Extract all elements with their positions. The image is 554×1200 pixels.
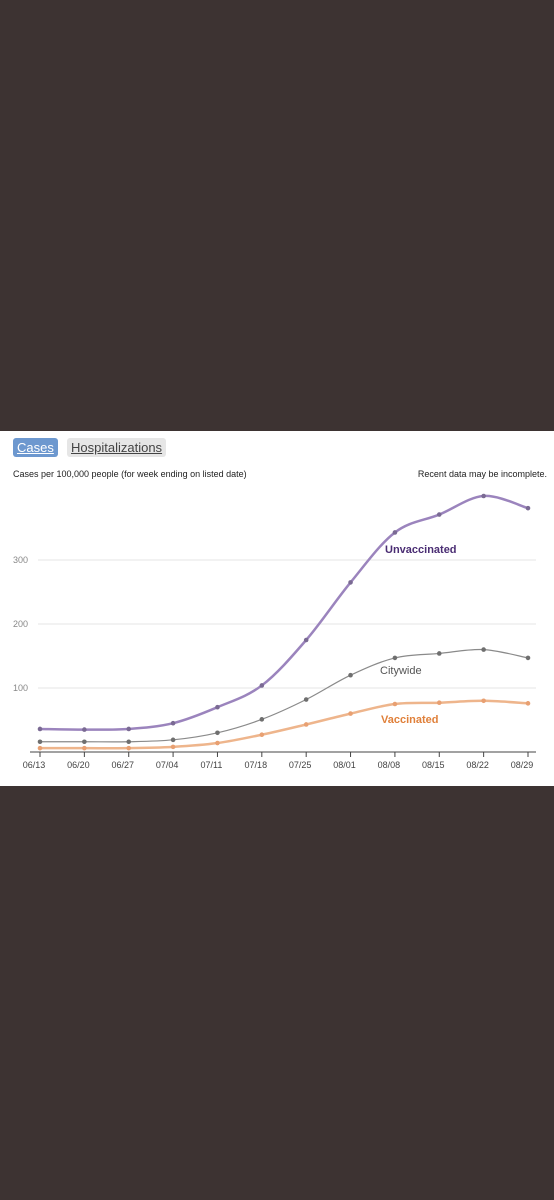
data-point-citywide <box>259 717 265 722</box>
incomplete-data-note: Recent data may be incomplete. <box>417 469 547 479</box>
data-point-citywide <box>82 739 87 745</box>
series-label-citywide: Citywide <box>380 665 422 677</box>
data-point-unvaccinated <box>392 530 398 535</box>
x-tick-label: 08/01 <box>333 760 356 770</box>
line-chart: 100 200 300 06/13 06/20 06/27 07/04 07/11 07/18 0… <box>13 493 536 770</box>
y-tick-label: 200 <box>13 619 28 629</box>
x-tick-label: 08/15 <box>422 760 445 770</box>
data-point-citywide <box>436 651 442 656</box>
data-point-unvaccinated <box>436 512 442 517</box>
data-point-unvaccinated <box>525 505 531 511</box>
y-tick-label: 300 <box>13 555 28 565</box>
data-point-unvaccinated <box>303 637 309 643</box>
x-tick-label: 07/18 <box>245 760 268 770</box>
data-point-vaccinated <box>37 745 43 751</box>
x-tick-label: 06/20 <box>67 760 90 770</box>
series-label-vaccinated: Vaccinated <box>381 714 438 726</box>
data-point-vaccinated <box>525 701 531 706</box>
data-point-unvaccinated <box>348 580 353 585</box>
data-point-vaccinated <box>126 745 132 751</box>
y-tick-label: 100 <box>13 683 28 693</box>
data-point-vaccinated <box>481 698 486 704</box>
data-point-citywide <box>170 737 176 743</box>
data-point-vaccinated <box>82 745 87 751</box>
x-tick-label: 08/29 <box>511 760 534 770</box>
data-point-unvaccinated <box>259 683 265 688</box>
data-point-citywide <box>215 730 220 736</box>
x-tick-label: 06/13 <box>23 760 46 770</box>
data-point-unvaccinated <box>82 727 87 732</box>
x-tick-label: 06/27 <box>111 760 134 770</box>
data-point-citywide <box>126 739 132 745</box>
data-point-unvaccinated <box>215 704 220 710</box>
tab-cases[interactable]: Cases <box>13 438 58 457</box>
data-point-citywide <box>392 655 398 661</box>
x-tick-label: 07/11 <box>201 760 223 770</box>
data-point-vaccinated <box>303 722 309 727</box>
data-point-citywide <box>37 739 43 745</box>
data-point-unvaccinated <box>481 493 486 499</box>
x-tick-label: 08/08 <box>378 760 401 770</box>
tab-hospitalizations[interactable]: Hospitalizations <box>67 438 167 457</box>
data-point-citywide <box>481 647 486 652</box>
series-line-vaccinated <box>38 699 530 750</box>
data-point-vaccinated <box>392 701 398 707</box>
data-point-citywide <box>348 672 353 678</box>
data-point-vaccinated <box>170 744 176 750</box>
chart-panel <box>0 431 554 786</box>
data-point-vaccinated <box>348 711 353 716</box>
data-point-vaccinated <box>436 700 442 706</box>
data-point-unvaccinated <box>126 726 132 732</box>
data-point-citywide <box>525 655 531 661</box>
data-point-citywide <box>303 697 309 702</box>
data-point-unvaccinated <box>37 726 43 732</box>
series-line-unvaccinated <box>38 494 530 731</box>
data-point-unvaccinated <box>170 720 176 726</box>
series-line-citywide <box>39 648 529 743</box>
x-tick-label: 07/25 <box>289 760 312 770</box>
chart-subtitle: Cases per 100,000 people (for week endin… <box>13 469 247 479</box>
x-tick-label: 08/22 <box>466 760 489 770</box>
x-tick-label: 07/04 <box>156 760 179 770</box>
series-label-unvaccinated: Unvaccinated <box>385 544 457 556</box>
data-point-vaccinated <box>215 740 220 746</box>
data-point-vaccinated <box>259 732 265 738</box>
